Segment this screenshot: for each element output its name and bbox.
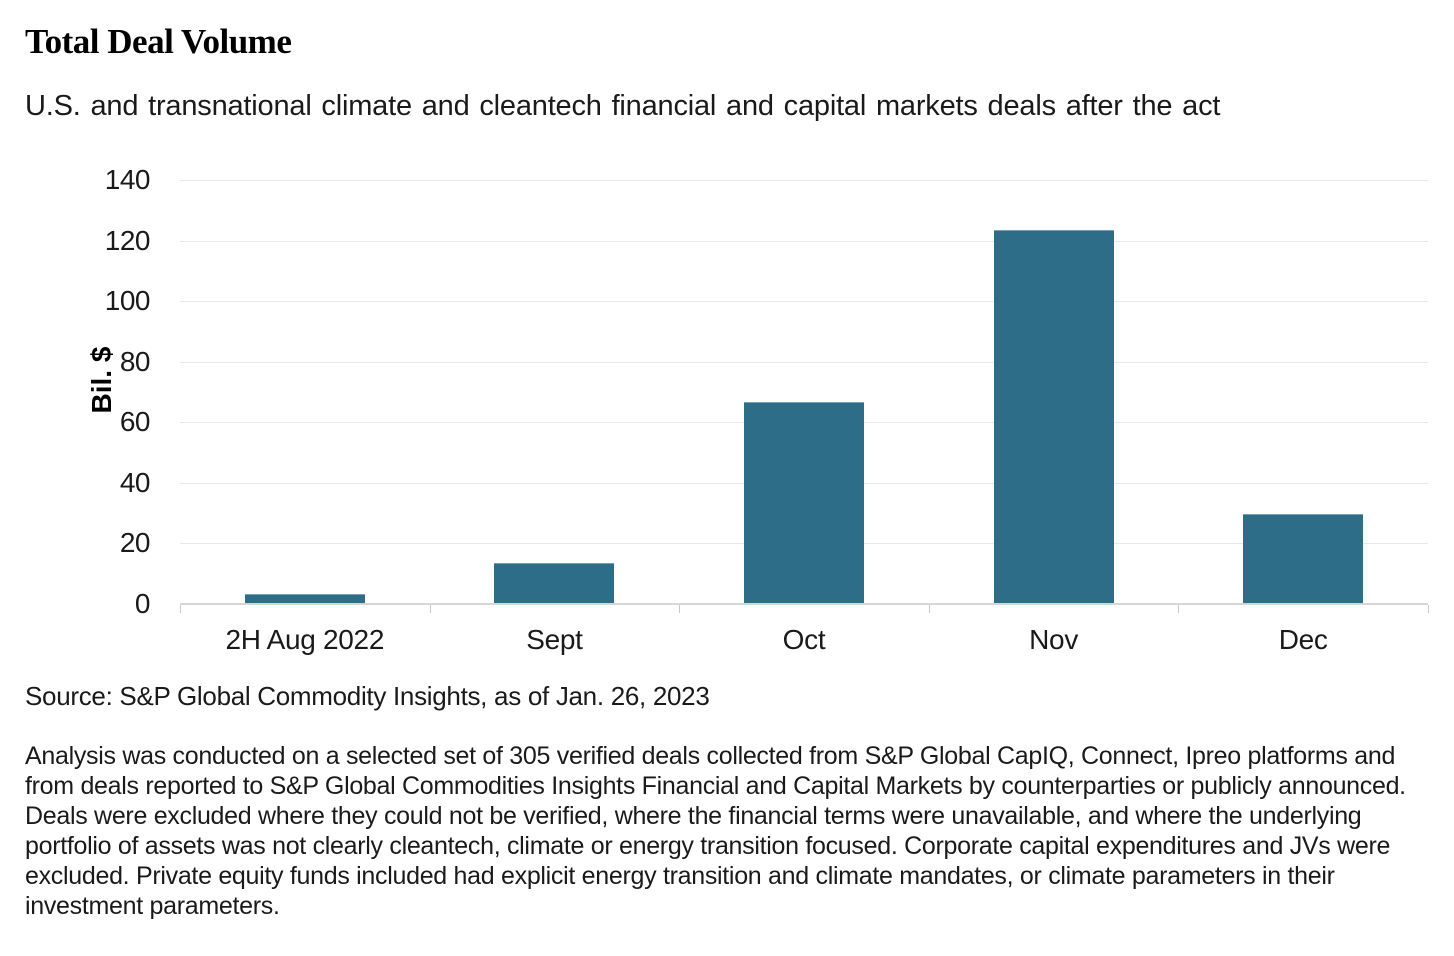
bar-oct	[744, 402, 864, 603]
gridline	[180, 180, 1428, 181]
bar-2h-aug-2022	[244, 594, 365, 603]
x-axis-tick	[679, 605, 681, 613]
y-tick-label: 40	[119, 466, 151, 498]
chart-title: Total Deal Volume	[25, 22, 292, 61]
x-tick-label: Dec	[1278, 624, 1328, 655]
plot-area: Bil. $ 0 20 40 60 80 100 120 140 2H Aug 2022 Sept…	[86, 164, 1429, 655]
gridline	[180, 240, 1428, 242]
y-tick-label: 80	[119, 345, 151, 377]
x-axis-line	[180, 603, 1428, 605]
x-axis-tick	[429, 605, 431, 613]
y-tick-label: 0	[134, 588, 151, 619]
bar-sept	[494, 562, 615, 603]
x-axis-tick	[180, 605, 181, 613]
y-tick-label: 20	[119, 527, 151, 559]
source-note: Source: S&P Global Commodity Insights, a…	[25, 681, 710, 711]
methodology-footnote: Analysis was conducted on a selected set…	[25, 742, 1406, 920]
x-tick-label: Sept	[526, 624, 583, 655]
chart-subtitle: U.S. and transnational climate and clean…	[25, 90, 1221, 122]
x-tick-label: Nov	[1029, 624, 1079, 655]
y-tick-label: 100	[104, 285, 151, 317]
x-axis-tick	[928, 605, 930, 613]
x-tick-label: 2H Aug 2022	[225, 624, 385, 655]
bar-dec	[1243, 514, 1364, 603]
y-tick-label: 140	[104, 164, 151, 195]
gridline	[180, 301, 1428, 303]
x-axis-tick	[1428, 605, 1429, 613]
y-tick-label: 120	[104, 224, 151, 256]
x-tick-label: Oct	[782, 624, 826, 655]
bar-nov	[993, 229, 1114, 603]
gridline	[180, 361, 1428, 363]
x-axis-tick	[1178, 605, 1180, 613]
y-tick-label: 60	[119, 406, 151, 438]
